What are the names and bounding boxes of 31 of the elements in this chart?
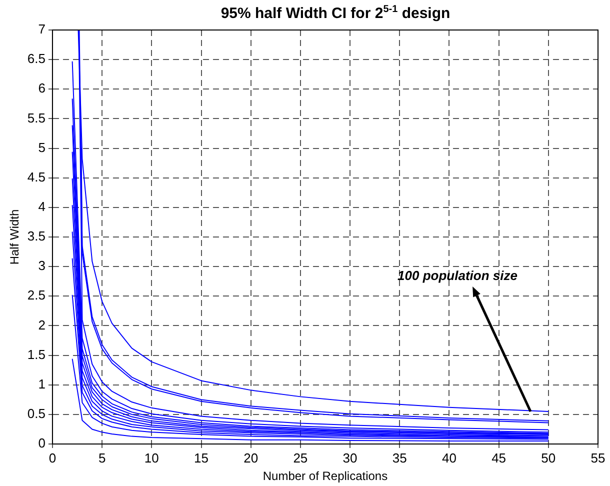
y-tick-label: 0	[38, 436, 46, 451]
x-tick-label: 45	[492, 450, 506, 466]
chart-title: 95% half Width CI for 2$^{5-1}$ design	[220, 4, 452, 22]
y-tick-label: 4.5	[27, 169, 46, 184]
y-tick-label: 3	[38, 258, 46, 274]
x-tick-label: 35	[392, 450, 407, 466]
annotation: 100 population size	[398, 268, 518, 284]
x-tick-label: 10	[144, 450, 159, 466]
y-axis-title: Half Width	[8, 209, 22, 265]
y-tick-label: 2.5	[27, 288, 46, 303]
x-tick-label: 25	[293, 450, 308, 466]
y-tick-label: 6	[38, 80, 46, 96]
x-tick-label: 0	[48, 450, 56, 466]
y-tick-label: 5.5	[27, 110, 46, 126]
y-tick-label: 0.5	[27, 406, 46, 422]
x-tick-label: 55	[590, 450, 606, 466]
y-tick-label: 3.5	[27, 228, 46, 244]
y-tick-label: 2	[38, 317, 46, 332]
y-tick-label: 1	[38, 376, 46, 392]
x-tick-label: 20	[244, 450, 258, 466]
y-tick-label: 5	[38, 140, 46, 155]
x-axis-title: Number of Replications	[262, 469, 388, 484]
x-tick-label: 5	[98, 450, 106, 466]
x-tick-label: 30	[342, 450, 358, 466]
y-tick-label: 6.5	[27, 51, 46, 66]
y-tick-label: 4	[38, 199, 46, 214]
x-tick-label: 50	[541, 450, 556, 466]
x-tick-label: 40	[442, 450, 456, 466]
x-tick-label: 15	[194, 450, 208, 466]
y-tick-label: 1.5	[27, 346, 46, 362]
y-tick-label: 7	[38, 22, 46, 37]
